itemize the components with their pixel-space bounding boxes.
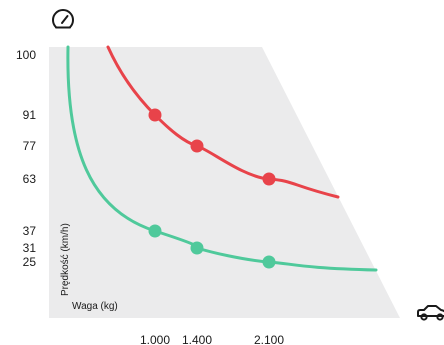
y-axis-label: Prędkość (km/h) bbox=[60, 223, 71, 296]
data-point bbox=[148, 108, 162, 122]
y-tick-label: 100 bbox=[16, 48, 36, 62]
chart-background-area bbox=[49, 47, 400, 318]
y-tick-label: 91 bbox=[23, 108, 37, 122]
data-point bbox=[262, 255, 276, 269]
data-point bbox=[262, 172, 276, 186]
x-axis-label: Waga (kg) bbox=[72, 301, 118, 312]
y-tick-label: 25 bbox=[23, 255, 37, 269]
data-point bbox=[148, 224, 162, 238]
x-tick-label: 1.400 bbox=[182, 333, 212, 345]
data-point bbox=[190, 241, 204, 255]
data-point bbox=[190, 139, 204, 153]
y-tick-label: 37 bbox=[23, 224, 37, 238]
y-tick-label: 31 bbox=[23, 241, 37, 255]
y-tick-label: 63 bbox=[23, 172, 37, 186]
x-tick-label: 2.100 bbox=[254, 333, 284, 345]
car-icon bbox=[417, 305, 444, 321]
speedometer-icon bbox=[52, 9, 74, 29]
y-tick-label: 77 bbox=[23, 139, 37, 153]
x-tick-label: 1.000 bbox=[140, 333, 170, 345]
